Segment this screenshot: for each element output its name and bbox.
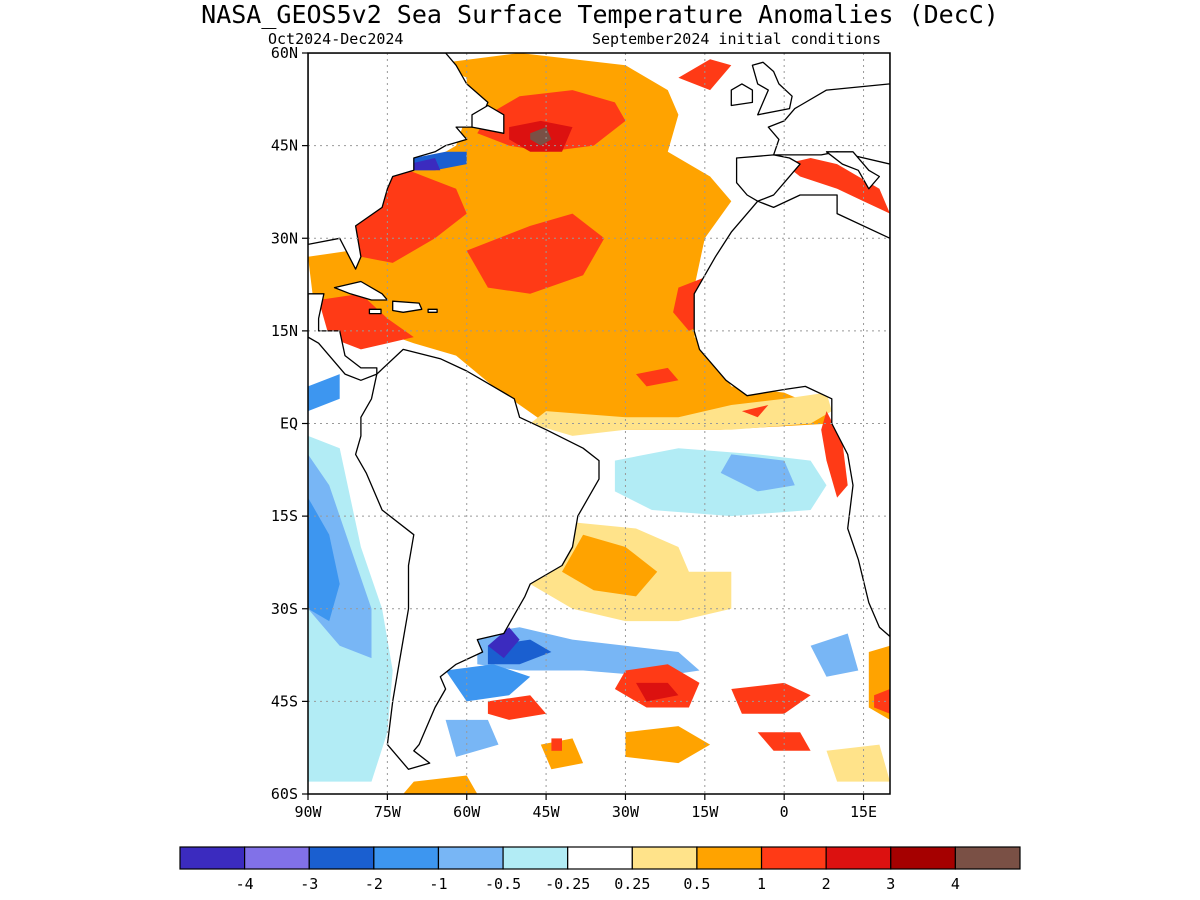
land-newfoundland: [471, 104, 505, 134]
anomaly-region-41: [874, 689, 890, 714]
colorbar-label: 0.5: [683, 875, 710, 893]
land-masses: [308, 53, 890, 770]
anomaly-region-13: [784, 158, 890, 214]
anomaly-region-26: [562, 534, 658, 597]
anomaly-region-8: [636, 367, 679, 387]
anomaly-region-39: [810, 633, 859, 677]
land-france-uk: [767, 83, 890, 165]
colorbar-swatch: [502, 846, 569, 870]
land-puerto-rico: [427, 308, 438, 313]
lon-tick-label: 30W: [612, 803, 640, 821]
anomaly-region-34: [731, 682, 811, 714]
colorbar-label: 4: [951, 875, 960, 893]
anomaly-region-37: [540, 738, 584, 770]
anomaly-region-11: [821, 411, 848, 498]
lat-tick-label: EQ: [280, 415, 298, 433]
land-north-america: [308, 53, 489, 270]
colorbar-label: -3: [300, 875, 318, 893]
anomaly-region-1: [530, 392, 832, 436]
colorbar-swatch: [760, 846, 827, 870]
anomaly-region-21: [308, 497, 340, 622]
colorbar-label: 1: [757, 875, 766, 893]
colorbar-swatch: [179, 846, 246, 870]
land-hispaniola: [392, 300, 423, 313]
anomaly-region-43: [826, 744, 890, 782]
colorbar-swatch: [437, 846, 504, 870]
lat-tick-label: 60N: [271, 44, 298, 62]
colorbar: -4 -3 -2 -1 -0.5 -0.25 0.25 0.5 1 2 3 4: [179, 846, 1021, 893]
graticule: [308, 53, 890, 794]
colorbar-label: 0.25: [614, 875, 650, 893]
anomaly-region-24: [720, 454, 795, 492]
lat-tick-label: 45N: [271, 137, 298, 155]
land-central-america: [308, 293, 378, 381]
lon-tick-label: 90W: [294, 803, 322, 821]
colorbar-label: 3: [886, 875, 895, 893]
colorbar-swatch: [696, 846, 763, 870]
lon-tick-label: 0: [780, 803, 789, 821]
land-ireland: [730, 83, 754, 107]
anomaly-region-42: [445, 719, 499, 757]
anomaly-region-22: [308, 374, 340, 412]
anomaly-region-7: [318, 293, 414, 350]
colorbar-swatch: [308, 846, 375, 870]
colorbar-swatch: [244, 846, 310, 870]
land-italy: [825, 151, 881, 190]
chart-subtitle-init: September2024 initial conditions: [592, 30, 881, 48]
lon-tick-label: 60W: [453, 803, 481, 821]
colorbar-label: -0.5: [485, 875, 521, 893]
lon-tick-label: 75W: [374, 803, 402, 821]
colorbar-swatch: [954, 846, 1021, 870]
colorbar-label: 2: [822, 875, 831, 893]
lat-tick-label: 15S: [271, 507, 298, 525]
colorbar-label: -4: [236, 875, 254, 893]
colorbar-swatch: [631, 846, 698, 870]
lat-tick-label: 30S: [271, 600, 298, 618]
anomaly-region-9: [741, 405, 769, 418]
colorbar-swatch: [825, 846, 892, 870]
land-south-america: [354, 348, 600, 770]
land-great-britain: [751, 61, 793, 116]
anomaly-region-10: [678, 59, 732, 91]
lon-tick-label: 15E: [850, 803, 877, 821]
colorbar-swatch: [890, 846, 956, 870]
lat-tick-label: 30N: [271, 229, 298, 247]
anomaly-region-29: [487, 627, 520, 659]
anomaly-region-32: [636, 682, 679, 702]
lon-tick-label: 45W: [533, 803, 561, 821]
chart-subtitle-period: Oct2024-Dec2024: [268, 30, 404, 48]
land-jamaica: [368, 308, 382, 315]
lat-tick-label: 60S: [271, 785, 298, 803]
anomaly-region-18: [408, 158, 441, 171]
anomaly-region-30: [445, 664, 531, 702]
land-europe-africa: [693, 53, 890, 638]
lat-tick-label: 45S: [271, 692, 298, 710]
colorbar-label: -1: [429, 875, 447, 893]
anomaly-region-38: [551, 738, 562, 751]
anomaly-region-44: [403, 775, 478, 794]
lat-tick-label: 15N: [271, 322, 298, 340]
colorbar-swatch: [373, 846, 440, 870]
colorbar-label: -2: [365, 875, 383, 893]
lon-tick-label: 15W: [691, 803, 719, 821]
chart-title: NASA_GEOS5v2 Sea Surface Temperature Ano…: [201, 0, 999, 29]
colorbar-label: -0.25: [545, 875, 590, 893]
anomaly-region-36: [625, 726, 711, 764]
anomaly-region-27: [477, 627, 700, 677]
colorbar-swatch: [567, 846, 633, 870]
anomaly-region-35: [757, 732, 811, 751]
anomaly-region-5: [466, 213, 605, 294]
land-iberia: [735, 154, 801, 202]
